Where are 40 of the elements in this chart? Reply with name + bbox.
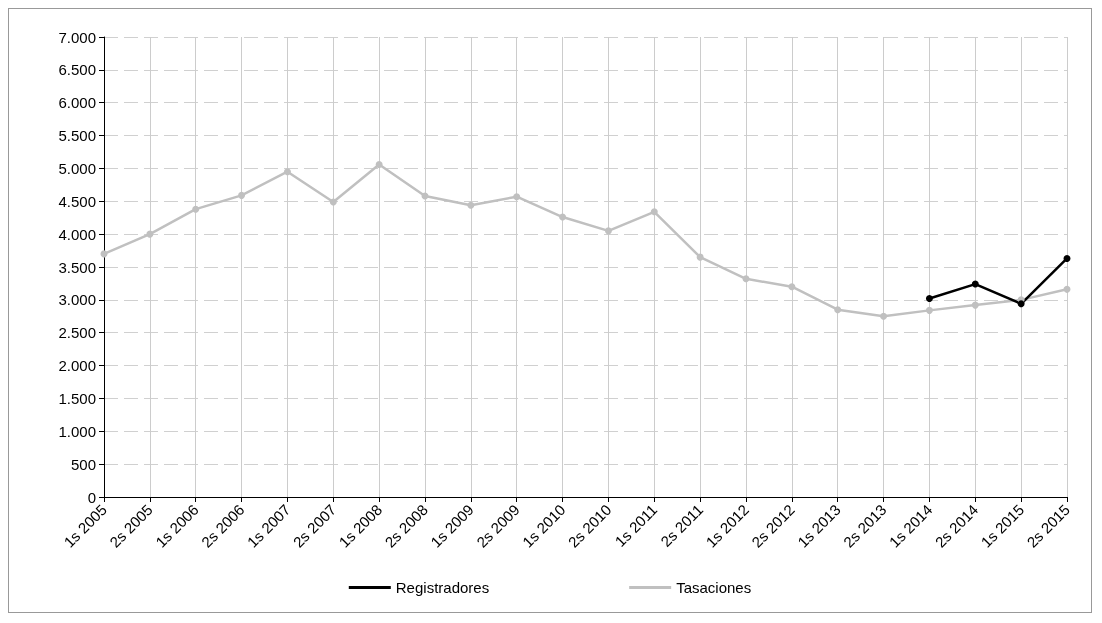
point — [834, 306, 842, 314]
y-tick-label: 4.000 — [58, 225, 96, 243]
point — [880, 312, 888, 320]
y-tick-label: 3.500 — [58, 258, 96, 276]
point — [650, 208, 658, 216]
point — [1017, 300, 1025, 308]
point — [971, 301, 979, 309]
y-tick-label: 6.500 — [58, 61, 96, 79]
point — [925, 295, 933, 303]
point — [283, 168, 291, 176]
legend-label: Registradores — [395, 579, 490, 596]
y-tick-label: 1.000 — [58, 422, 96, 440]
point — [513, 193, 521, 201]
point — [788, 283, 796, 291]
point — [238, 191, 246, 199]
y-tick-label: 5.500 — [58, 127, 96, 145]
y-tick-label: 2.500 — [58, 324, 96, 342]
point — [604, 227, 612, 235]
point — [192, 205, 200, 213]
y-tick-label: 5.000 — [58, 159, 96, 177]
y-tick-label: 2.000 — [58, 357, 96, 375]
point — [925, 306, 933, 314]
point — [467, 201, 475, 209]
point — [559, 213, 567, 221]
point — [971, 280, 979, 288]
legend-label: Tasaciones — [676, 579, 752, 596]
y-tick-label: 0 — [87, 488, 96, 506]
point — [375, 160, 383, 168]
point — [696, 253, 704, 261]
point — [1063, 254, 1071, 262]
point — [146, 230, 154, 238]
point — [1063, 285, 1071, 293]
y-tick-label: 3.000 — [58, 291, 96, 309]
y-tick-label: 500 — [70, 455, 96, 473]
y-tick-label: 1.500 — [58, 389, 96, 407]
y-tick-label: 7.000 — [58, 28, 96, 46]
y-tick-label: 6.000 — [58, 94, 96, 112]
point — [329, 198, 337, 206]
point — [742, 275, 750, 283]
y-tick-label: 4.500 — [58, 192, 96, 210]
